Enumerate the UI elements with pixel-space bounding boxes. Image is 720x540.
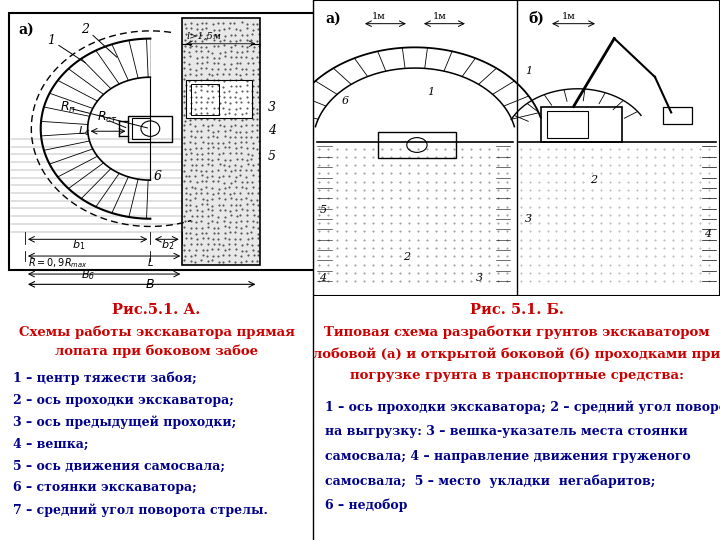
- Text: б): б): [528, 12, 544, 26]
- Bar: [132, 118, 150, 139]
- Text: $B$: $B$: [145, 278, 156, 291]
- Bar: [128, 116, 172, 141]
- Circle shape: [407, 138, 427, 152]
- Text: 1: 1: [427, 87, 434, 97]
- Text: Рис. 5.1. Б.: Рис. 5.1. Б.: [469, 303, 564, 317]
- Text: 2: 2: [590, 176, 597, 185]
- Text: 6 – недобор: 6 – недобор: [325, 498, 408, 512]
- Text: 2: 2: [81, 23, 89, 37]
- Text: $R=0,9R_{max}$: $R=0,9R_{max}$: [28, 256, 88, 270]
- Text: 6: 6: [153, 170, 161, 183]
- Circle shape: [141, 121, 160, 137]
- Bar: [9, 13, 323, 270]
- Text: 4 – вешка;: 4 – вешка;: [12, 437, 88, 450]
- Text: 1м: 1м: [562, 12, 575, 21]
- Text: лопата при боковом забое: лопата при боковом забое: [55, 345, 258, 358]
- Text: 3: 3: [476, 273, 483, 283]
- Text: $R_{ст}$: $R_{ст}$: [97, 110, 118, 125]
- Text: 4: 4: [268, 124, 276, 137]
- Bar: [663, 106, 691, 124]
- Text: 1: 1: [47, 33, 55, 47]
- Text: $L_c$: $L_c$: [78, 124, 91, 138]
- Bar: [181, 18, 260, 265]
- Text: 6 – стоянки экскаватора;: 6 – стоянки экскаватора;: [12, 482, 197, 495]
- Text: Схемы работы экскаватора прямая: Схемы работы экскаватора прямая: [19, 325, 294, 339]
- Text: $L$: $L$: [147, 256, 154, 268]
- Text: $b_2$: $b_2$: [161, 238, 174, 252]
- Text: $R_п$: $R_п$: [60, 100, 76, 114]
- Text: 6: 6: [342, 96, 348, 106]
- Text: 5: 5: [268, 150, 276, 163]
- Bar: [378, 132, 456, 158]
- Text: 2 – ось проходки экскаватора;: 2 – ось проходки экскаватора;: [12, 394, 233, 407]
- Text: 5 – ось движения самосвала;: 5 – ось движения самосвала;: [12, 460, 225, 472]
- Text: $b_1$: $b_1$: [72, 238, 86, 252]
- Text: 4: 4: [319, 273, 326, 283]
- Text: l>1,5м: l>1,5м: [186, 32, 221, 40]
- Text: самосвала; 4 – направление движения груженого: самосвала; 4 – направление движения груж…: [325, 450, 691, 463]
- Text: на выгрузку: 3 – вешка-указатель места стоянки: на выгрузку: 3 – вешка-указатель места с…: [325, 426, 688, 438]
- Text: Типовая схема разработки грунтов экскаватором: Типовая схема разработки грунтов экскава…: [324, 325, 709, 339]
- Text: 1м: 1м: [372, 12, 386, 21]
- Text: 1 – ось проходки экскаватора; 2 – средний угол поворот: 1 – ось проходки экскаватора; 2 – средни…: [325, 401, 720, 414]
- Text: 2: 2: [402, 252, 410, 262]
- Text: погрузке грунта в транспортные средства:: погрузке грунта в транспортные средства:: [350, 369, 683, 382]
- Text: 4: 4: [703, 229, 711, 239]
- Text: $B_б$: $B_б$: [81, 268, 95, 282]
- Text: а): а): [325, 12, 341, 26]
- Text: самосвала;  5 – место  укладки  негабаритов;: самосвала; 5 – место укладки негабаритов…: [325, 474, 656, 488]
- Bar: [547, 111, 588, 138]
- Text: 5: 5: [319, 205, 326, 215]
- Text: 3 – ось предыдущей проходки;: 3 – ось предыдущей проходки;: [12, 415, 235, 429]
- Bar: [186, 80, 252, 118]
- Text: 1 – центр тяжести забоя;: 1 – центр тяжести забоя;: [12, 372, 197, 385]
- Text: 3: 3: [268, 100, 276, 113]
- Text: 1м: 1м: [433, 12, 447, 21]
- Text: Рис.5.1. А.: Рис.5.1. А.: [112, 303, 201, 317]
- Text: 3: 3: [525, 214, 532, 224]
- Bar: [191, 84, 220, 114]
- Text: 1: 1: [525, 66, 532, 76]
- Bar: [541, 106, 622, 142]
- Text: 7 – средний угол поворота стрелы.: 7 – средний угол поворота стрелы.: [12, 503, 267, 517]
- Text: лобовой (а) и открытой боковой (б) проходками при: лобовой (а) и открытой боковой (б) прохо…: [313, 347, 720, 361]
- Text: а): а): [19, 23, 35, 37]
